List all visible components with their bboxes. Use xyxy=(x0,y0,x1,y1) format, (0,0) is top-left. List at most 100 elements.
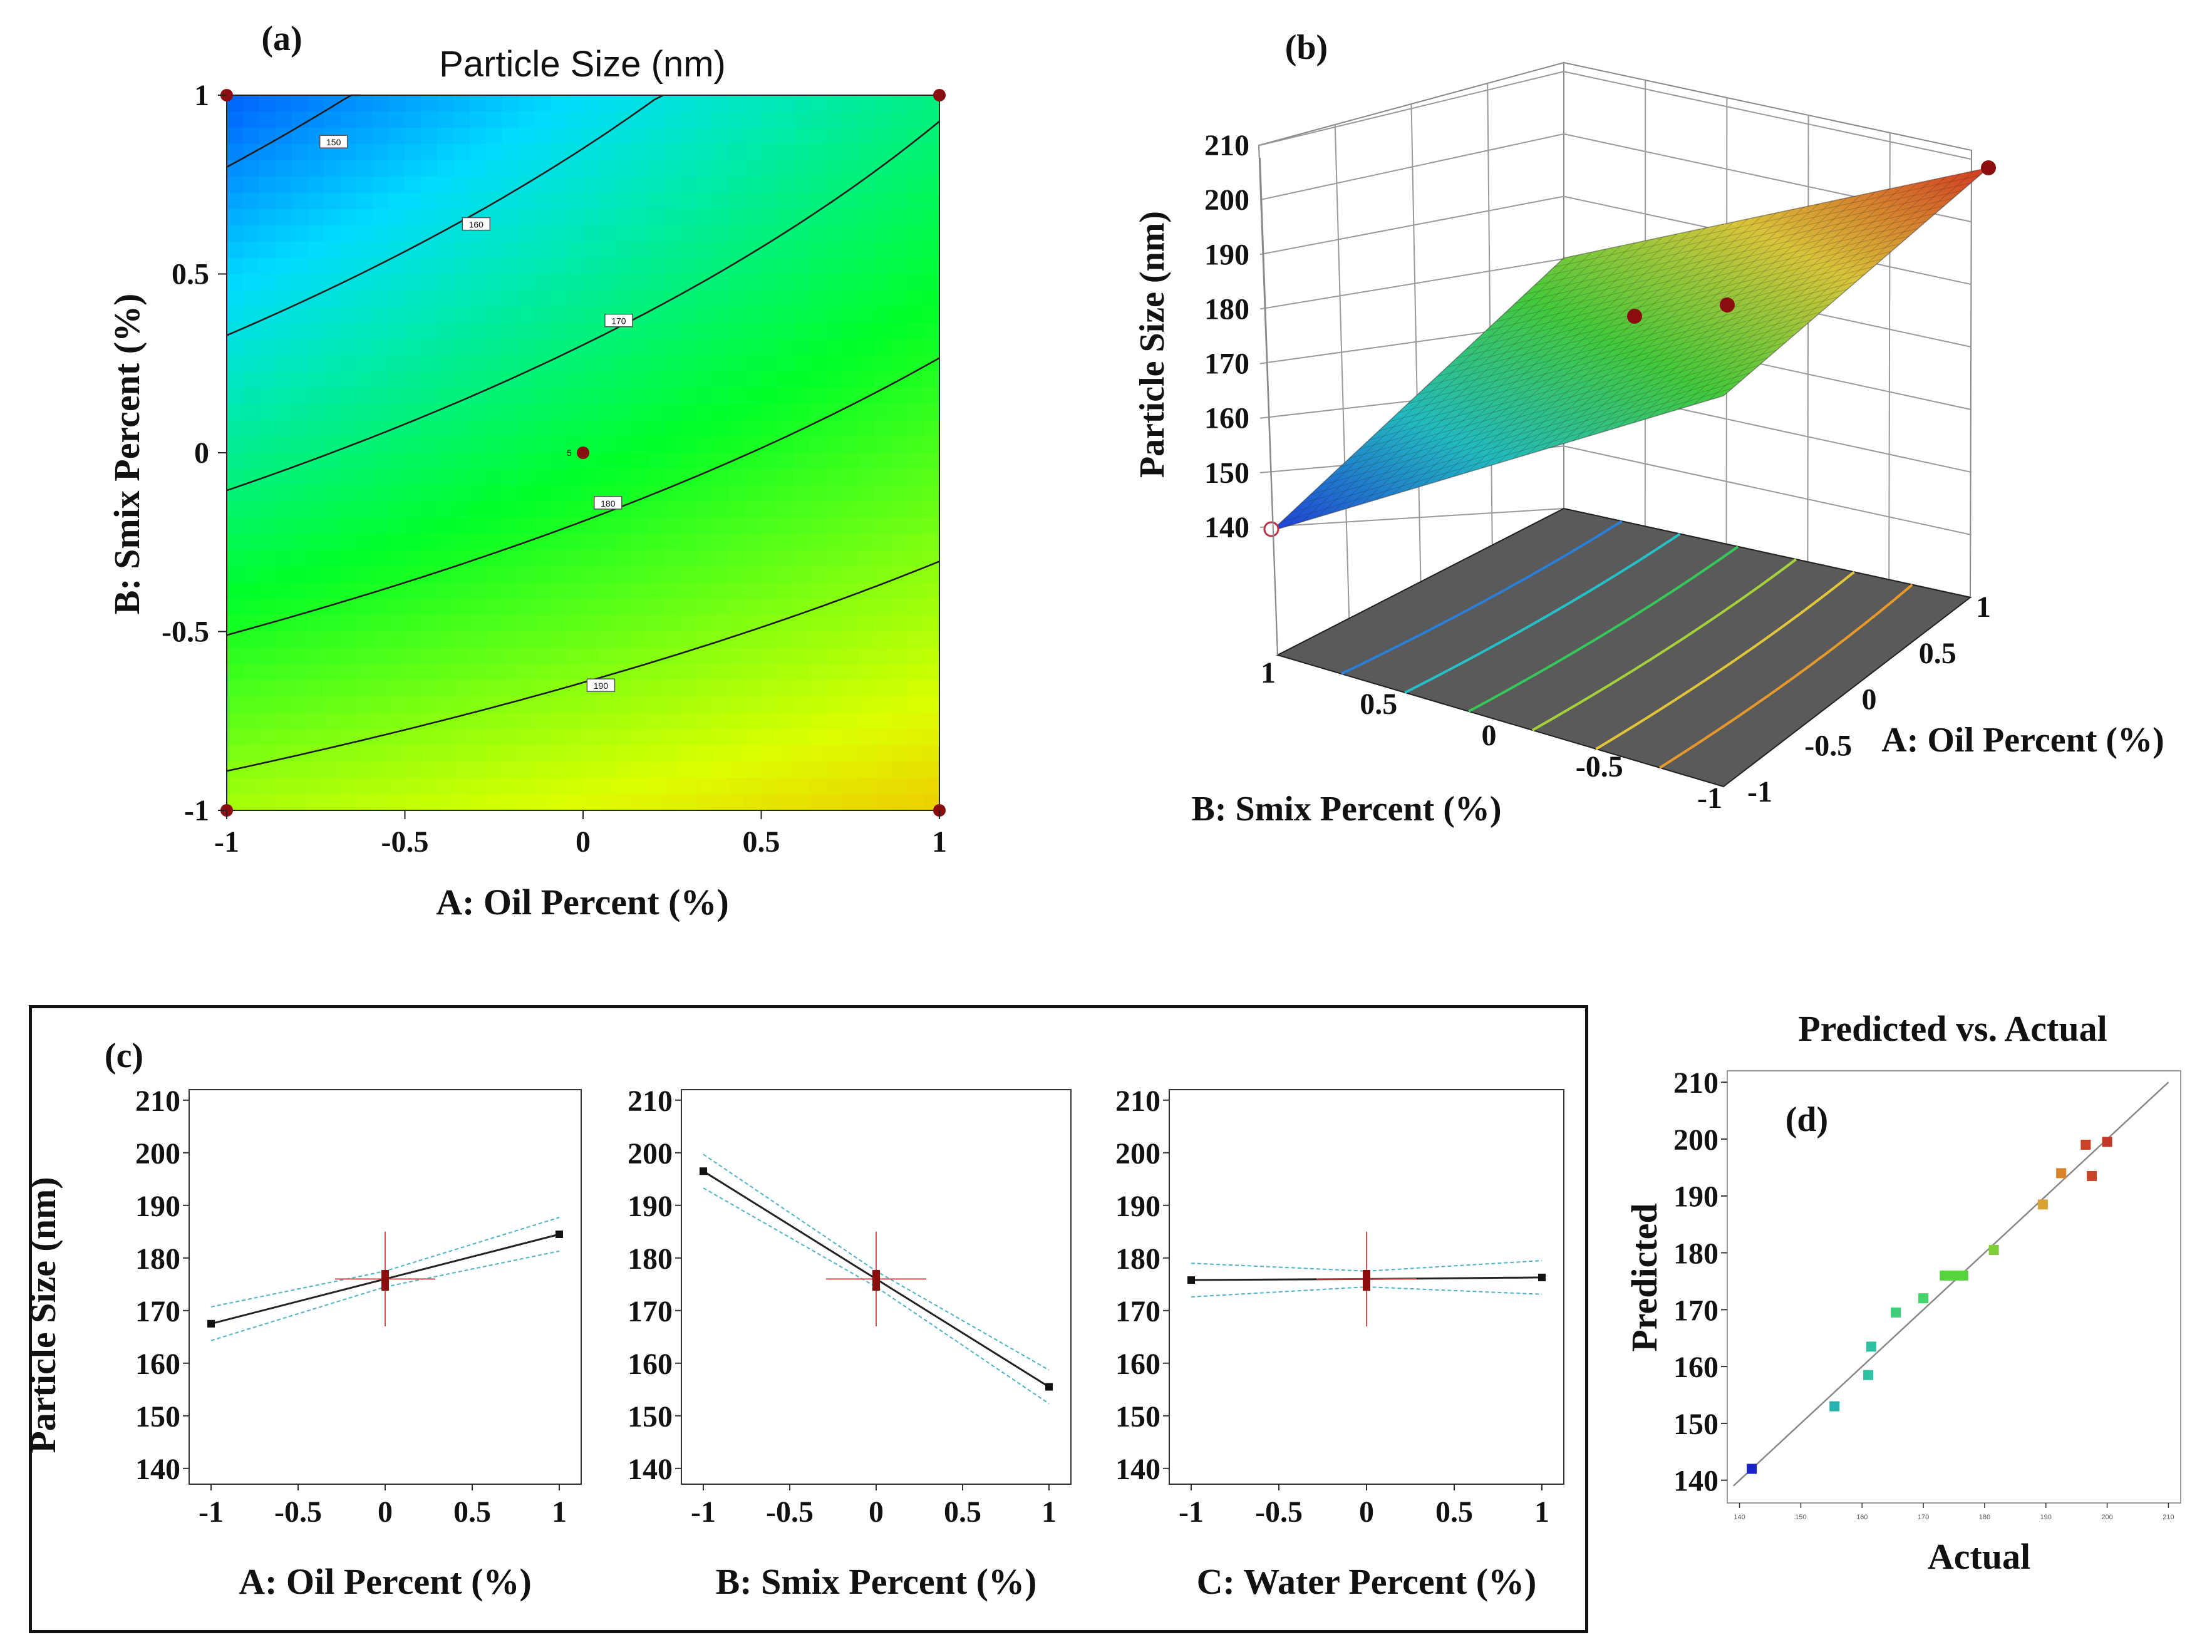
contour-cell xyxy=(518,306,535,324)
contour-cell xyxy=(502,761,519,778)
contour-cell xyxy=(227,225,244,242)
contour-cell xyxy=(567,355,584,373)
contour-cell xyxy=(664,453,681,470)
contour-cell xyxy=(340,468,357,486)
contour-cell xyxy=(874,241,892,259)
contour-cell xyxy=(907,160,924,177)
contour-cell xyxy=(825,729,843,746)
contour-cell xyxy=(680,778,697,795)
contour-cell xyxy=(372,192,390,210)
contour-cell xyxy=(825,664,843,681)
contour-cell xyxy=(518,192,535,210)
y-tick-label: 180 xyxy=(135,1242,180,1276)
contour-cell xyxy=(550,794,567,811)
contour-cell xyxy=(453,274,470,291)
contour-cell xyxy=(793,713,810,730)
contour-cell xyxy=(242,453,260,470)
surface-mesh xyxy=(1466,243,1901,349)
contour-cell xyxy=(405,664,422,681)
contour-cell xyxy=(842,713,859,730)
contour-cell xyxy=(745,95,762,112)
y-tick-label: 200 xyxy=(135,1137,180,1170)
contour-cell xyxy=(777,323,795,340)
contour-cell xyxy=(469,95,487,112)
surface-mesh xyxy=(1486,228,1918,331)
contour-cell xyxy=(923,680,940,698)
contour-cell xyxy=(891,615,908,632)
contour-cell xyxy=(858,729,876,746)
contour-cell xyxy=(631,550,649,567)
contour-cell xyxy=(858,257,876,275)
contour-cell xyxy=(453,615,470,632)
contour-line xyxy=(226,357,940,636)
contour-cell xyxy=(891,582,908,600)
contour-cell xyxy=(728,615,746,632)
contour-cell xyxy=(291,485,309,502)
contour-cell xyxy=(696,95,713,112)
contour-cell xyxy=(324,485,341,502)
contour-cell xyxy=(259,794,276,811)
contour-cell xyxy=(469,631,487,649)
contour-cell xyxy=(242,388,260,405)
contour-cell xyxy=(874,257,892,275)
contour-cell xyxy=(242,631,260,649)
contour-cell xyxy=(728,534,746,551)
contour-cell xyxy=(793,631,810,649)
contour-cell xyxy=(356,453,373,470)
contour-cell xyxy=(372,127,390,145)
contour-cell xyxy=(324,534,341,551)
contour-cell xyxy=(388,664,406,681)
contour-cell xyxy=(728,566,746,584)
contour-cell xyxy=(275,761,292,778)
contour-cell xyxy=(372,745,390,762)
contour-cell xyxy=(842,729,859,746)
contour-cell xyxy=(275,713,292,730)
contour-cell xyxy=(615,95,633,112)
contour-cell xyxy=(680,355,697,373)
contour-cell xyxy=(388,778,406,795)
contour-cell xyxy=(502,631,519,649)
contour-cell xyxy=(825,355,843,373)
design-point xyxy=(577,447,589,459)
contour-cell xyxy=(421,176,438,194)
contour-cell xyxy=(842,143,859,161)
contour-cell xyxy=(680,761,697,778)
contour-cell xyxy=(421,274,438,291)
contour-cell xyxy=(891,323,908,340)
contour-cell xyxy=(388,420,406,437)
contour-cell xyxy=(923,599,940,616)
contour-cell xyxy=(825,127,843,145)
contour-cell xyxy=(583,631,600,649)
contour-cell xyxy=(777,680,795,698)
contour-cell xyxy=(664,729,681,746)
contour-cell xyxy=(712,664,730,681)
contour-cell xyxy=(405,225,422,242)
contour-cell xyxy=(518,290,535,307)
contour-cell xyxy=(259,274,276,291)
contour-cell xyxy=(502,420,519,437)
contour-cell xyxy=(777,517,795,535)
contour-cell xyxy=(664,306,681,324)
contour-cell xyxy=(469,794,487,811)
contour-cell xyxy=(308,192,324,210)
contour-cell xyxy=(437,209,454,226)
contour-cell xyxy=(388,794,406,811)
contour-cell xyxy=(728,436,746,453)
contour-cell xyxy=(907,550,924,567)
contour-cell xyxy=(405,745,422,762)
contour-cell xyxy=(485,176,503,194)
contour-cell xyxy=(777,501,795,519)
contour-cell xyxy=(777,176,795,194)
contour-label: 150 xyxy=(326,137,341,147)
contour-cell xyxy=(372,696,390,714)
surface-mesh xyxy=(1527,207,1805,455)
contour-cell xyxy=(291,323,309,340)
contour-cell xyxy=(437,274,454,291)
contour-cell xyxy=(356,420,373,437)
contour-cell xyxy=(761,257,778,275)
contour-cell xyxy=(518,388,535,405)
contour-cell xyxy=(696,209,713,226)
contour-cell xyxy=(583,648,600,665)
contour-cell xyxy=(907,664,924,681)
